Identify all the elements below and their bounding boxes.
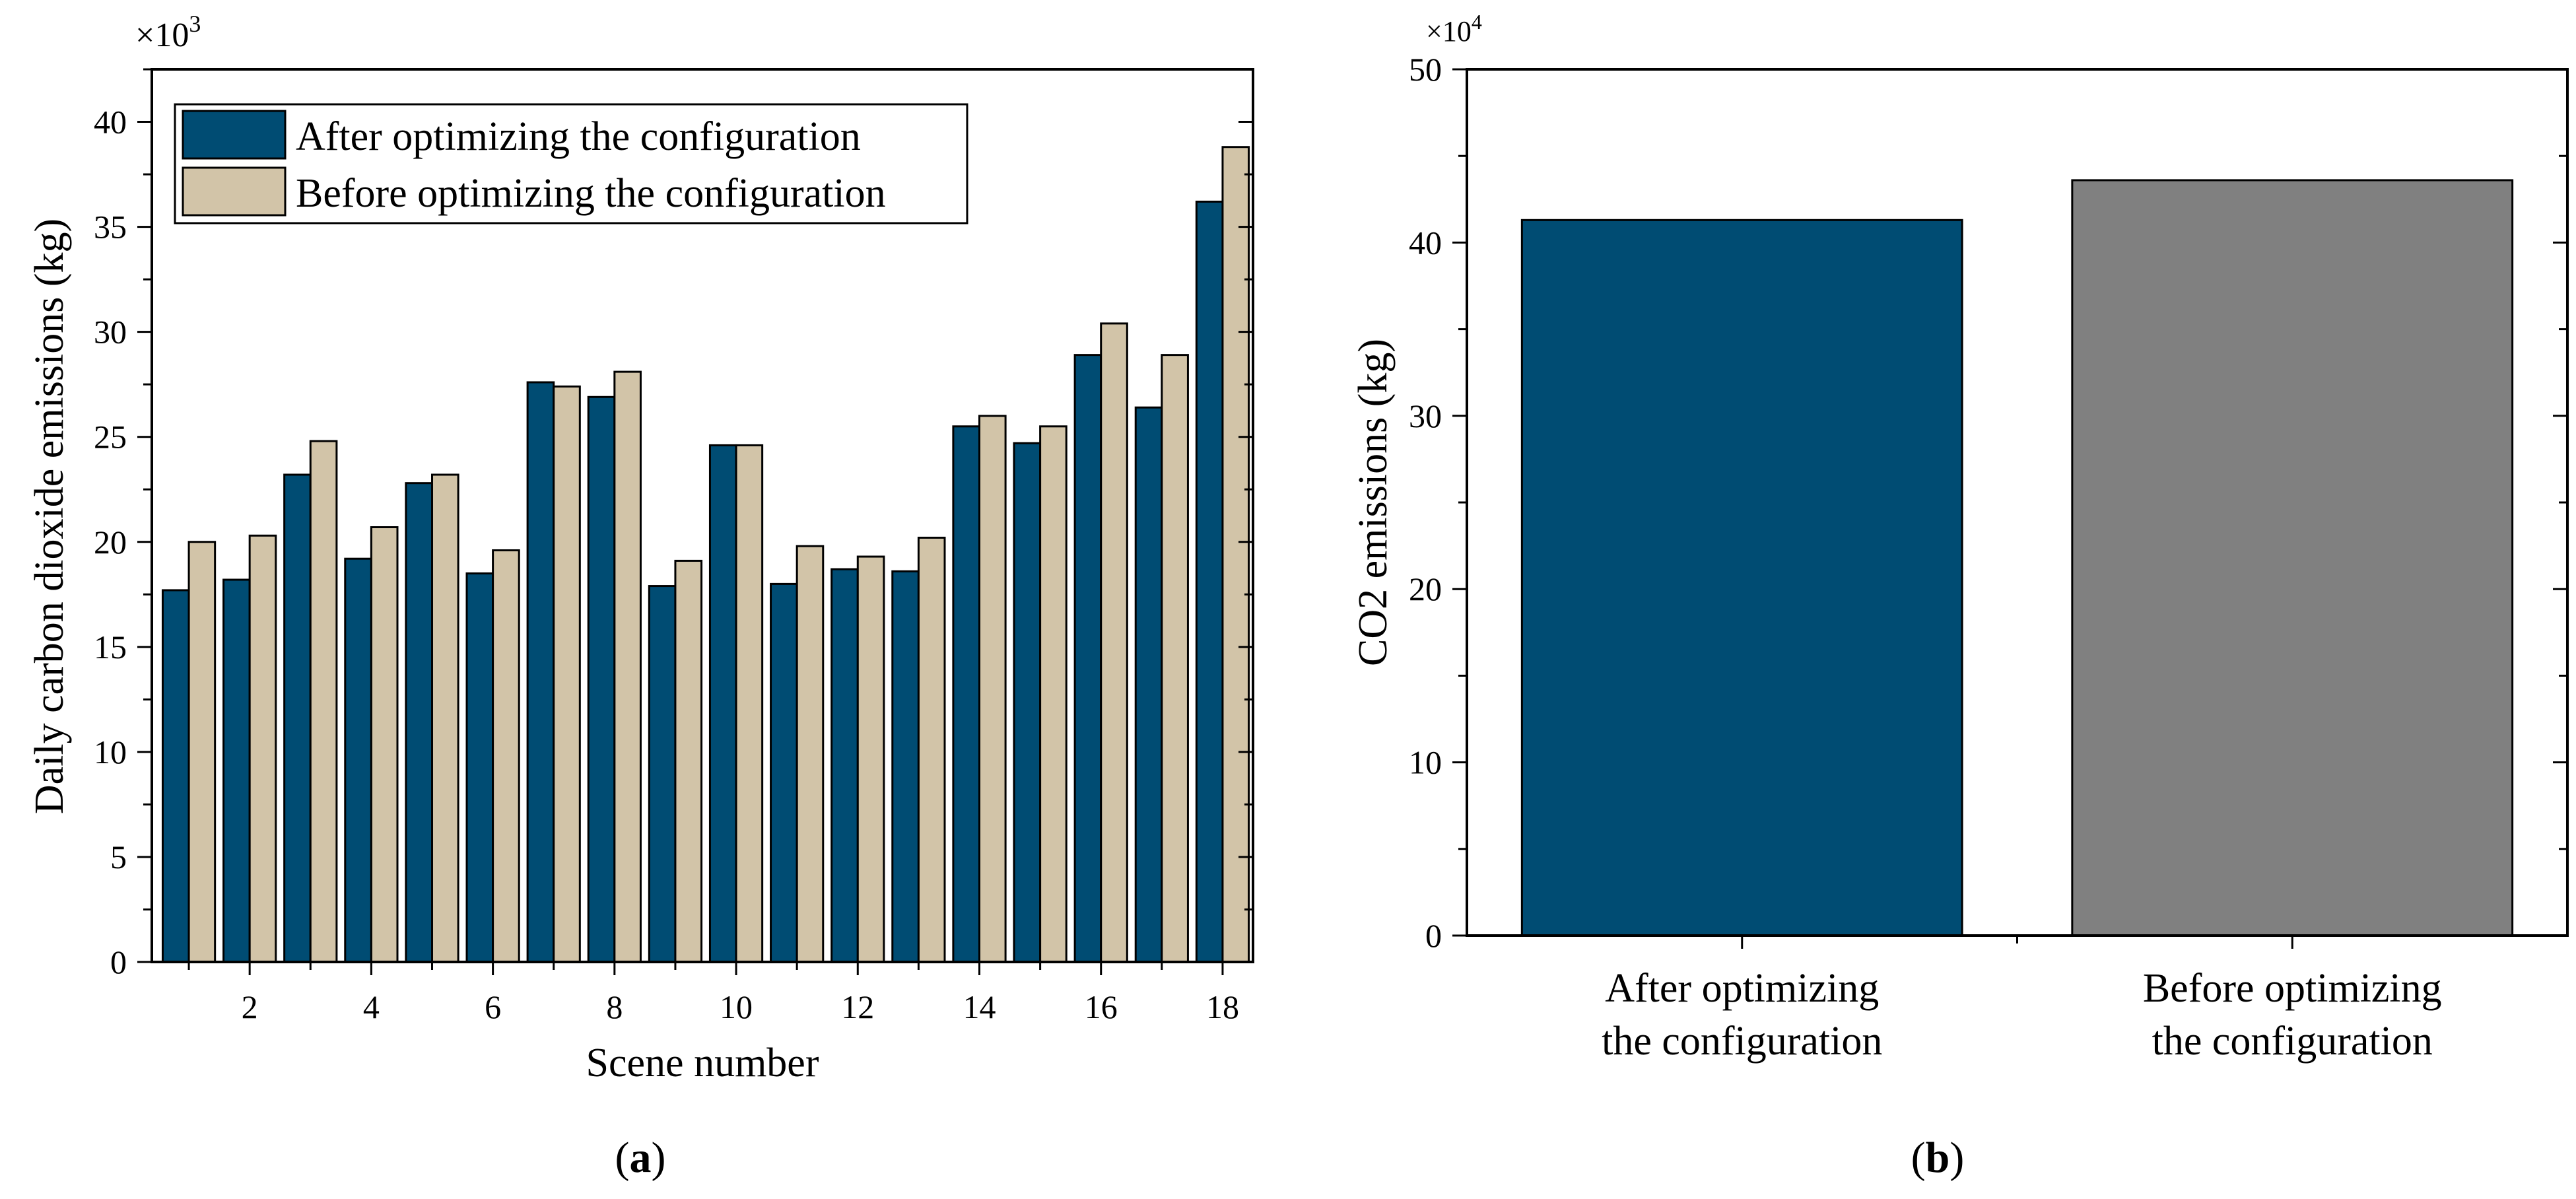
bar-after-scene-6	[465, 572, 494, 963]
panel-a-y-tick-label: 20	[94, 524, 127, 561]
panel-a-y-tick-label: 5	[110, 839, 127, 875]
panel-a-x-tick-label: 16	[1085, 988, 1118, 1025]
panel-b-plot-frame	[1466, 68, 2569, 937]
bar-after-scene-14	[952, 425, 980, 963]
panel-a-plot-frame	[151, 68, 1254, 963]
panel-a-x-tick-label: 6	[485, 988, 501, 1025]
panel-a-y-tick-label: 15	[94, 629, 127, 666]
panel-b-y-tick-label: 30	[1409, 397, 1442, 434]
panel-b-y-tick-label: 40	[1409, 224, 1442, 261]
bar-before-scene-9	[674, 559, 703, 963]
panel-a-y-tick-label: 30	[94, 314, 127, 351]
panel-b-y-tick-label: 0	[1425, 917, 1442, 954]
bar-before-scene-1	[187, 541, 217, 963]
bar-before-optimizing	[2071, 179, 2514, 937]
panel-a-y-tick-label: 25	[94, 419, 127, 456]
bar-after-scene-3	[283, 473, 312, 963]
bar-after-scene-17	[1134, 406, 1163, 963]
bar-after-scene-5	[405, 482, 433, 963]
legend-swatch-after	[182, 110, 287, 160]
bar-after-scene-15	[1013, 442, 1042, 963]
legend-swatch-before	[182, 166, 287, 217]
bar-after-scene-13	[891, 570, 920, 963]
bar-after-scene-1	[161, 589, 190, 963]
bar-after-scene-4	[344, 557, 372, 963]
bar-before-scene-12	[856, 555, 885, 963]
panel-a-multiplier: ×103	[135, 11, 201, 54]
panel-a-y-tick-label: 10	[94, 734, 127, 771]
bar-before-scene-15	[1039, 425, 1068, 963]
bar-after-scene-16	[1073, 354, 1102, 963]
panel-a-caption: (a)	[615, 1134, 666, 1182]
panel-b-y-tick-label: 10	[1409, 744, 1442, 781]
bar-before-scene-16	[1100, 322, 1128, 963]
panel-b-chart: After optimizing the configuration Before …	[1351, 10, 2569, 1182]
panel-a-chart: 0 5 10 15 20 25 30 35 40 2 4 6 8 10 12 14 16 18 ×103 Scen…	[27, 11, 1254, 1182]
panel-b-y-axis-label: CO2 emissions (kg)	[1351, 339, 1396, 666]
panel-a-x-tick-label: 2	[242, 988, 258, 1025]
bar-before-scene-10	[735, 444, 764, 963]
bar-before-scene-11	[796, 545, 825, 963]
bar-after-scene-12	[830, 568, 859, 963]
panel-b-x-tick-label: After optimizing	[1605, 966, 1879, 1011]
panel-a-x-tick-label: 10	[720, 988, 753, 1025]
legend-label-after: After optimizing the configuration	[296, 114, 861, 159]
panel-a-x-axis-label: Scene number	[586, 1041, 819, 1085]
bar-before-scene-6	[492, 549, 520, 963]
panel-b-x-tick-label: the configuration	[1602, 1019, 1882, 1064]
bar-after-scene-18	[1195, 200, 1224, 963]
bar-before-scene-13	[917, 536, 946, 963]
panel-b-x-tick-label: Before optimizing	[2143, 966, 2442, 1011]
panel-a-y-tick-label: 40	[94, 104, 127, 141]
bar-before-scene-5	[431, 473, 459, 963]
panel-a-x-tick-label: 4	[363, 988, 380, 1025]
bar-after-optimizing	[1520, 219, 1963, 937]
panel-a-x-tick-label: 14	[963, 988, 996, 1025]
bar-after-scene-11	[770, 582, 798, 963]
bar-before-scene-18	[1221, 146, 1250, 963]
panel-b-x-tick-label: the configuration	[2152, 1019, 2433, 1064]
panel-a-y-axis-label: Daily carbon dioxide emissions (kg)	[27, 219, 72, 814]
panel-a-x-tick-label: 18	[1206, 988, 1239, 1025]
bar-before-scene-14	[978, 415, 1007, 963]
bar-before-scene-8	[613, 370, 642, 963]
legend-box	[174, 103, 968, 224]
panel-a-y-tick-label: 35	[94, 209, 127, 246]
panel-a-x-tick-label: 12	[841, 988, 874, 1025]
panel-b-multiplier: ×104	[1426, 10, 1482, 48]
bar-before-scene-4	[370, 526, 399, 963]
bar-before-scene-2	[248, 534, 277, 963]
bar-after-scene-8	[587, 395, 616, 963]
bar-after-scene-9	[648, 585, 677, 963]
panel-b-caption: (b)	[1911, 1134, 1965, 1182]
panel-a-y-tick-label: 0	[110, 943, 127, 980]
bar-after-scene-10	[708, 444, 737, 963]
bar-before-scene-3	[309, 440, 338, 963]
bar-after-scene-2	[222, 578, 251, 963]
bar-after-scene-7	[526, 381, 555, 963]
bar-before-scene-7	[553, 385, 581, 963]
legend-label-before: Before optimizing the configuration	[296, 171, 886, 216]
panel-a-x-tick-label: 8	[606, 988, 623, 1025]
panel-b-y-tick-label: 20	[1409, 570, 1442, 607]
panel-b-y-tick-label: 50	[1409, 51, 1442, 88]
bar-before-scene-17	[1161, 354, 1189, 963]
panel-a-legend: After optimizing the configuration Befor…	[174, 103, 968, 224]
